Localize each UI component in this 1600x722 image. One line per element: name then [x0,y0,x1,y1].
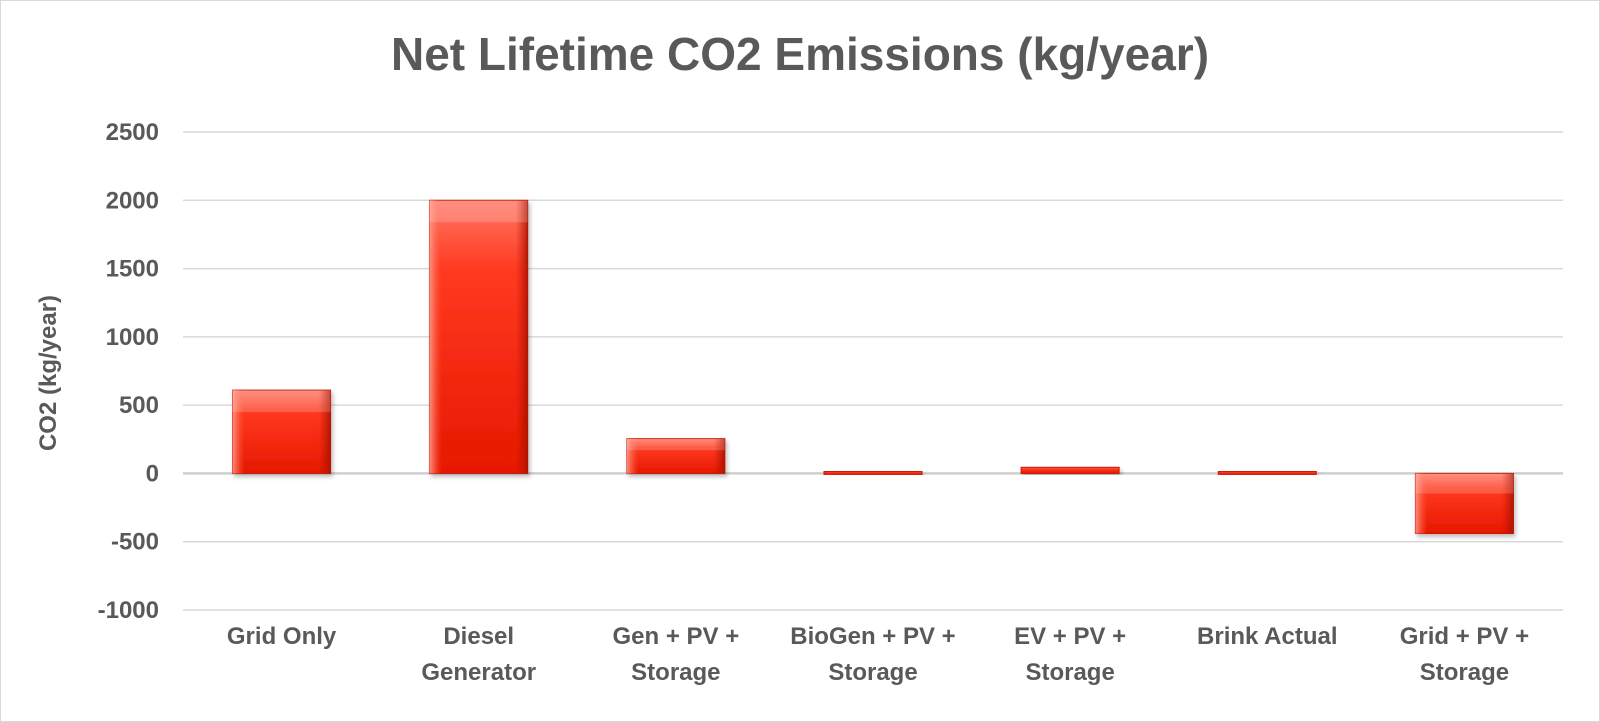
x-category-labels: Grid Only Diesel Generator Gen + PV + Storag… [227,623,1529,686]
x-category-label: Storage [828,659,917,686]
bar-highlight [626,438,725,451]
bar-bevel-left [429,200,442,474]
x-category-label: BioGen + PV + [790,623,955,650]
bar-body [1020,466,1120,474]
x-category-label: Gen + PV + [612,623,739,650]
x-category-label: Grid + PV + [1400,623,1529,650]
bar-highlight [232,390,331,413]
bar-bevel-left [626,438,639,474]
bar-bevel-right [713,438,725,474]
bar-highlight [429,200,528,223]
x-category-label: EV + PV + [1014,623,1126,650]
x-category-label: Grid Only [227,623,337,650]
x-category-label: Storage [1025,659,1114,686]
bar-bevel-right [515,200,528,474]
bar-body [1217,470,1317,475]
y-tick-label: 2500 [106,119,159,146]
x-category-label: Storage [1420,659,1509,686]
y-tick-label: 500 [119,392,159,419]
y-tick-label: 0 [146,460,159,487]
y-tick-label: 2000 [106,187,159,214]
bar [1414,472,1514,535]
bar [232,389,332,474]
y-tick-label: -1000 [98,597,159,624]
chart-title: Net Lifetime CO2 Emissions (kg/year) [390,28,1210,80]
bar-body [823,470,923,475]
bar-body [429,199,529,474]
y-tick-labels: 2500 2000 1500 1000 500 0 -500 -1000 [98,119,159,624]
x-category-label: Diesel [443,623,514,650]
x-category-label: Generator [421,659,536,686]
bar [429,199,529,474]
bars [232,199,1514,535]
x-category-label: Storage [631,659,720,686]
y-tick-label: -500 [111,529,159,556]
bar [1217,470,1317,475]
y-tick-label: 1000 [106,324,159,351]
bar-highlight [1415,473,1514,494]
bar [1020,466,1120,474]
x-category-label: Brink Actual [1197,623,1337,650]
y-tick-label: 1500 [106,256,159,283]
bar [626,438,726,474]
bar [823,470,923,475]
gridlines [183,131,1563,611]
